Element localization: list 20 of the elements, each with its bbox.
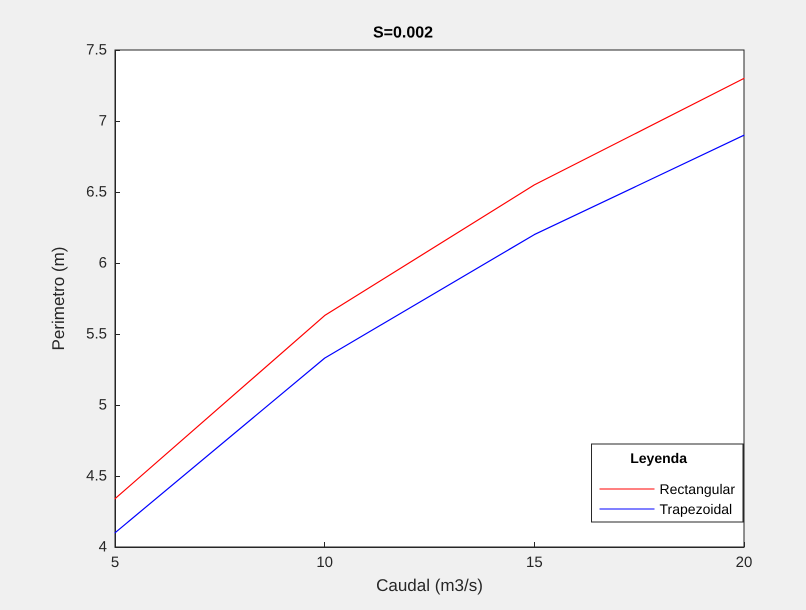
line-series (114, 78, 745, 500)
y-tick-label: 4 (98, 538, 107, 556)
legend-label: Rectangular (660, 481, 736, 497)
y-tick-label: 6 (98, 254, 107, 272)
line-series (114, 134, 745, 534)
x-tick-label: 15 (526, 554, 543, 571)
x-tick-label: 10 (316, 554, 334, 571)
chart-title: S=0.002 (372, 24, 434, 42)
y-axis-title: Perimetro (m) (49, 246, 68, 350)
y-tick-label: 6.5 (86, 184, 107, 200)
x-tick-label: 5 (110, 554, 120, 571)
y-tick-label: 7.5 (86, 42, 107, 58)
y-tick-label: 5 (98, 396, 107, 414)
x-tick-label: 20 (736, 554, 752, 571)
x-axis-title: Caudal (m3/s) (376, 576, 483, 595)
y-tick-label: 7 (98, 112, 107, 130)
y-tick-label: 4.5 (86, 468, 107, 484)
legend-label: Trapezoidal (660, 501, 732, 517)
y-tick-label: 5.5 (86, 326, 107, 342)
legend-title: Leyenda (630, 450, 688, 466)
